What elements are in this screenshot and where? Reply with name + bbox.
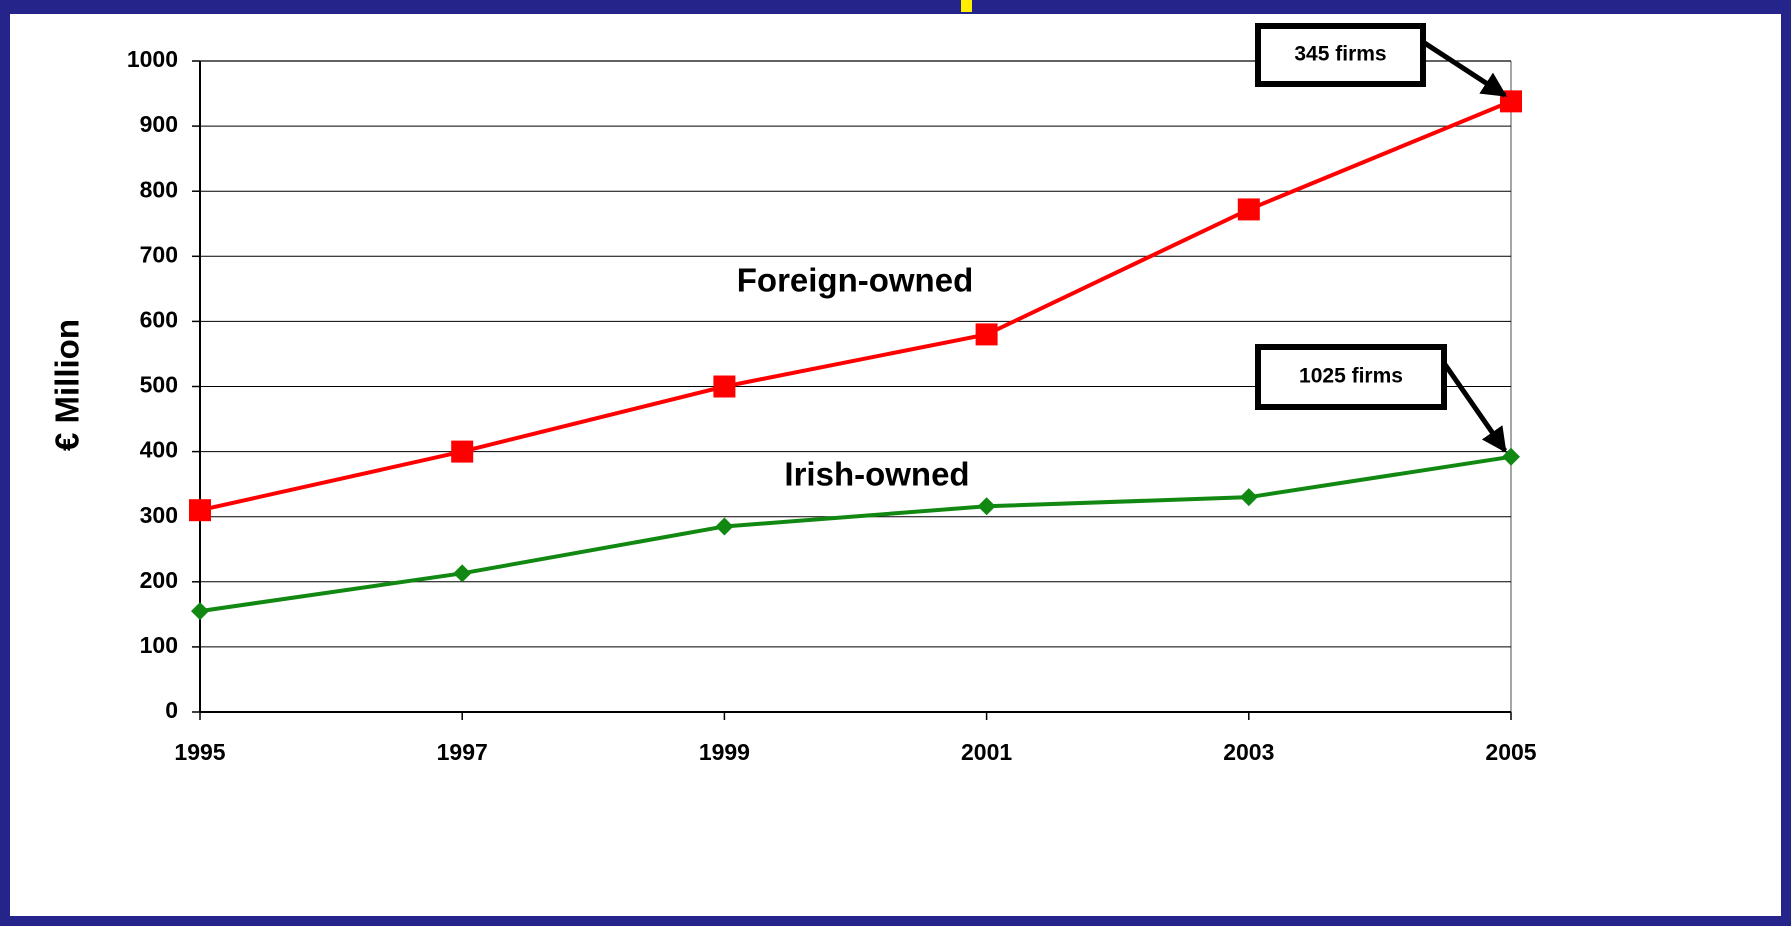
marker	[1237, 198, 1260, 221]
annotation-arrow	[1441, 361, 1508, 453]
y-tick-label: 400	[140, 437, 178, 463]
marker	[977, 497, 996, 516]
marker	[189, 499, 211, 522]
series-line	[199, 454, 1512, 614]
y-tick-label: 1000	[127, 46, 178, 72]
annotation-arrow	[1421, 39, 1508, 98]
series-line	[199, 99, 1512, 513]
x-tick-label: 2001	[961, 739, 1012, 765]
y-tick-label: 800	[140, 176, 178, 202]
marker	[715, 517, 734, 536]
y-tick-label: 600	[140, 306, 178, 332]
x-tick-label: 1997	[437, 739, 488, 765]
marker	[453, 564, 472, 583]
marker	[191, 602, 209, 621]
annotation-text: 1025 firms	[1299, 365, 1403, 388]
y-tick-label: 900	[140, 111, 178, 137]
annotation-box	[1255, 23, 1426, 87]
annotation-text: 345 firms	[1294, 43, 1386, 66]
marker	[975, 323, 998, 346]
annotation-box	[1255, 344, 1447, 410]
y-tick-label: 0	[165, 697, 178, 723]
y-tick-label: 200	[140, 567, 178, 593]
marker	[1502, 447, 1520, 466]
x-tick-label: 2005	[1485, 739, 1536, 765]
x-tick-label: 1999	[699, 739, 750, 765]
y-axis-label: € Million	[49, 319, 86, 451]
y-tick-label: 500	[140, 372, 178, 398]
marker	[1239, 488, 1258, 507]
y-tick-label: 700	[140, 241, 178, 267]
x-tick-label: 1995	[174, 739, 225, 765]
y-tick-label: 100	[140, 632, 178, 658]
marker	[451, 440, 474, 463]
y-tick-label: 300	[140, 502, 178, 528]
marker	[713, 375, 736, 398]
x-tick-label: 2003	[1223, 739, 1274, 765]
series-label: Foreign-owned	[737, 262, 973, 299]
panel	[10, 14, 1781, 916]
highlight	[961, 0, 972, 12]
series-label: Irish-owned	[784, 456, 969, 493]
